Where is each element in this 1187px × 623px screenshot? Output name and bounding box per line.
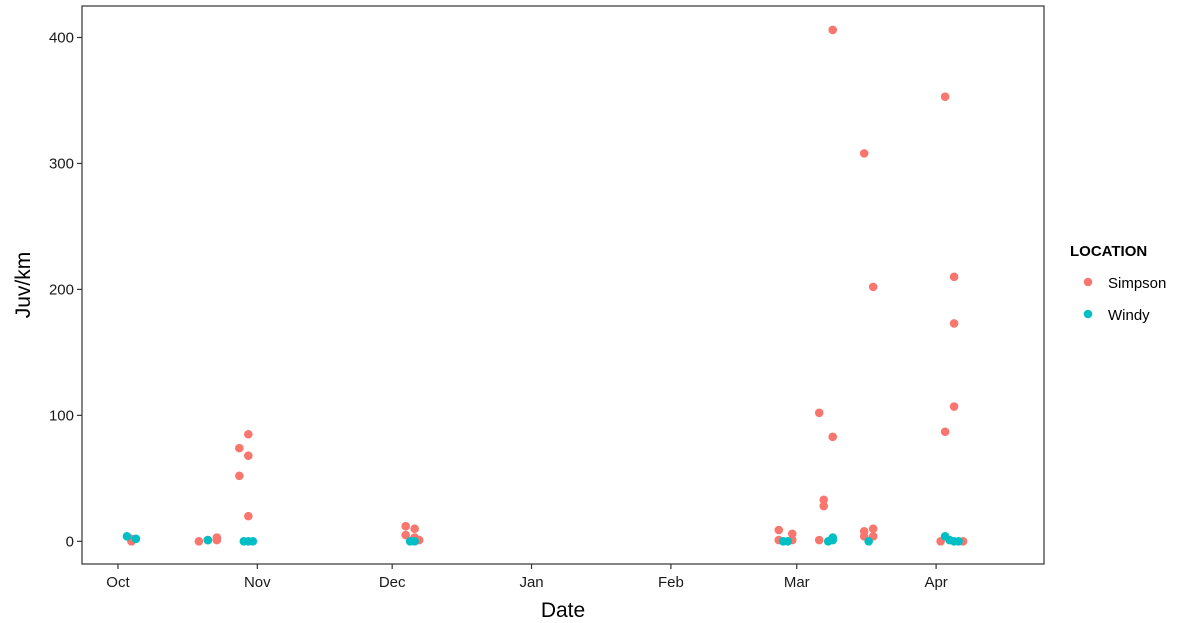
data-point bbox=[203, 535, 213, 545]
y-tick-label: 200 bbox=[49, 281, 74, 298]
y-tick-label: 400 bbox=[49, 29, 74, 46]
x-axis-title: Date bbox=[541, 599, 585, 622]
legend-label: Windy bbox=[1108, 307, 1150, 324]
data-point bbox=[401, 521, 410, 531]
data-point bbox=[814, 535, 824, 545]
y-tick-label: 300 bbox=[49, 155, 74, 172]
x-axis: Oct Nov Dec Jan Feb Mar Apr bbox=[106, 564, 948, 591]
data-point bbox=[819, 501, 829, 511]
data-point bbox=[783, 537, 793, 546]
x-tick-label: Feb bbox=[658, 574, 684, 591]
plot-panel bbox=[81, 5, 1045, 565]
y-axis: 0 100 200 300 400 bbox=[49, 29, 82, 550]
data-point bbox=[868, 282, 878, 292]
data-point bbox=[828, 25, 838, 35]
data-point bbox=[194, 537, 204, 546]
y-tick-label: 100 bbox=[49, 407, 74, 424]
x-tick-label: Nov bbox=[244, 574, 271, 591]
x-tick-label: Dec bbox=[379, 574, 406, 591]
legend-label: Simpson bbox=[1108, 275, 1166, 292]
x-tick-label: Mar bbox=[784, 574, 810, 591]
data-points bbox=[122, 25, 968, 546]
data-point bbox=[244, 451, 253, 460]
data-point bbox=[401, 530, 410, 540]
series-windy bbox=[122, 531, 963, 546]
data-point bbox=[248, 537, 258, 546]
data-point bbox=[131, 534, 141, 544]
legend-title: LOCATION bbox=[1070, 243, 1147, 260]
legend-items: Simpson Windy bbox=[1083, 275, 1166, 324]
data-point bbox=[244, 429, 253, 439]
data-point bbox=[859, 149, 869, 158]
data-point bbox=[787, 529, 797, 539]
data-point bbox=[940, 427, 950, 437]
data-point bbox=[828, 533, 838, 542]
data-point bbox=[949, 272, 959, 282]
data-point bbox=[244, 511, 253, 521]
legend: LOCATION Simpson Windy bbox=[1070, 243, 1166, 324]
x-tick-label: Oct bbox=[106, 574, 130, 591]
data-point bbox=[828, 432, 838, 442]
data-point bbox=[814, 408, 824, 418]
y-tick-label: 0 bbox=[66, 533, 74, 550]
data-point bbox=[122, 531, 132, 541]
data-point bbox=[410, 537, 419, 546]
legend-key bbox=[1083, 309, 1093, 319]
y-axis-title: Juv/km bbox=[12, 252, 35, 319]
data-point bbox=[949, 402, 959, 411]
data-point bbox=[954, 537, 963, 546]
data-point bbox=[864, 537, 873, 546]
data-point bbox=[868, 524, 878, 534]
data-point bbox=[819, 495, 829, 505]
data-point bbox=[410, 524, 419, 534]
data-point bbox=[235, 443, 244, 453]
x-tick-label: Apr bbox=[924, 574, 947, 591]
data-point bbox=[774, 525, 784, 535]
data-point bbox=[940, 92, 950, 101]
data-point bbox=[949, 319, 959, 328]
x-tick-label: Jan bbox=[519, 574, 543, 591]
data-point bbox=[235, 471, 244, 481]
legend-key bbox=[1083, 277, 1093, 287]
data-point bbox=[212, 533, 222, 542]
